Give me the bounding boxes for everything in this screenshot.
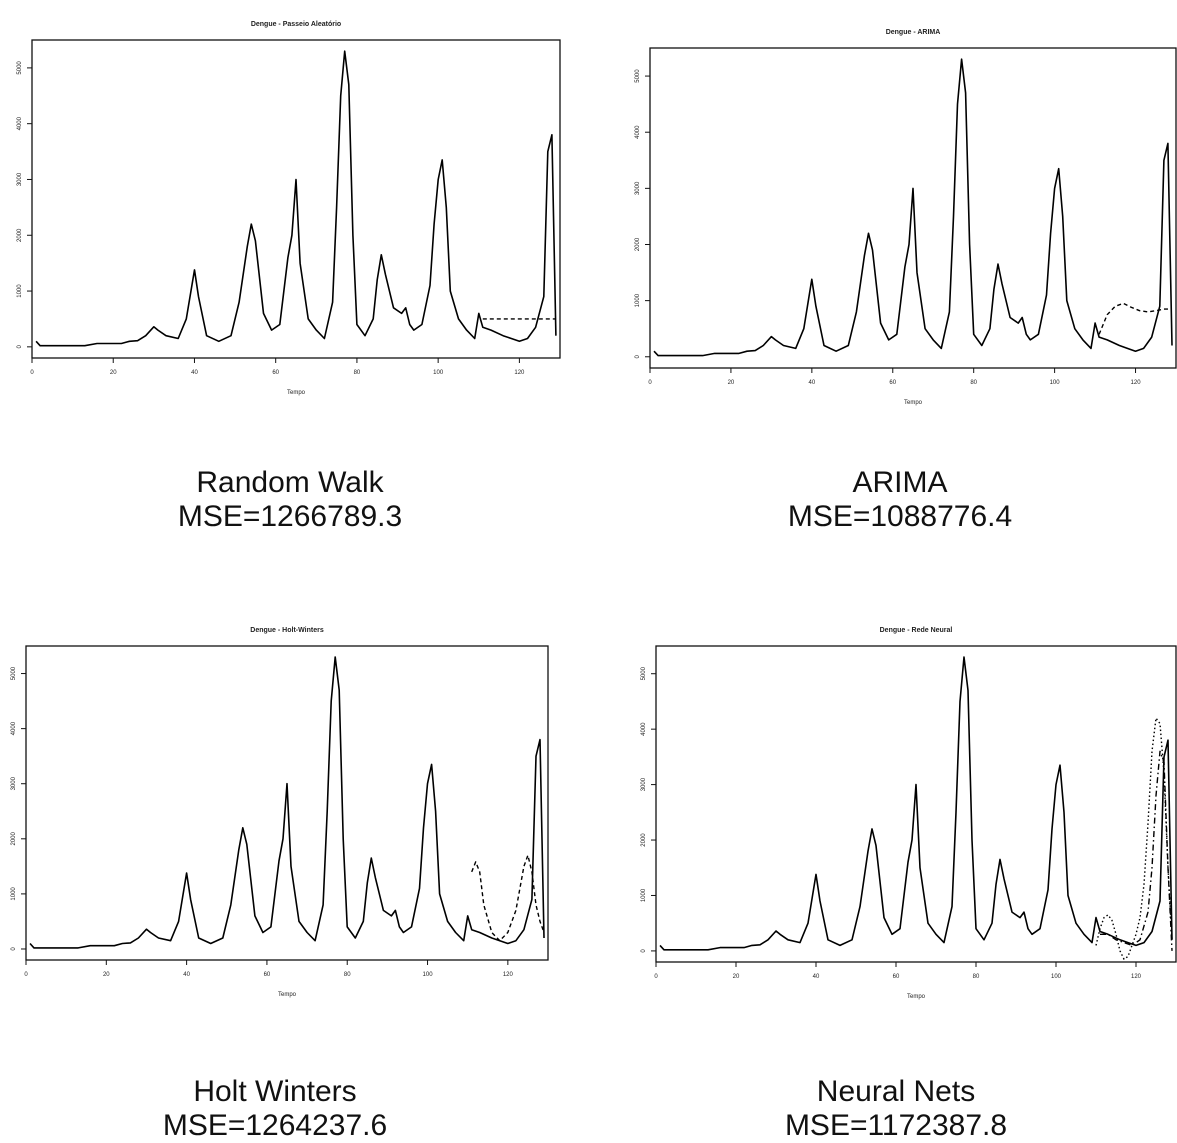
series-dashed-line xyxy=(471,854,545,942)
x-axis-label: Tempo xyxy=(278,992,297,998)
y-tick-label: 5000 xyxy=(641,666,647,680)
y-tick-label: 4000 xyxy=(17,116,23,130)
caption-arima: ARIMA MSE=1088776.4 xyxy=(580,466,1177,534)
y-tick-label: 1000 xyxy=(641,888,647,902)
chart-title: Dengue - Passeio Aleatório xyxy=(251,21,341,28)
plot-frame xyxy=(655,645,1177,963)
y-tick-label: 4000 xyxy=(635,125,641,139)
x-tick-label: 60 xyxy=(893,974,900,980)
x-tick-label: 0 xyxy=(654,974,658,980)
x-tick-label: 0 xyxy=(24,972,28,978)
y-tick-label: 5000 xyxy=(17,61,23,75)
y-tick-label: 1000 xyxy=(11,887,17,901)
x-tick-label: 40 xyxy=(813,974,820,980)
y-tick-label: 2000 xyxy=(635,237,641,251)
series-solid-line xyxy=(659,656,1173,951)
series-dashed-line xyxy=(1098,302,1172,335)
y-tick-label: 4000 xyxy=(641,722,647,736)
chart-panel-neural-nets: Dengue - Rede Neural 0 20 40 60 80 100 120 0 1000… xyxy=(580,610,1177,1142)
x-axis-label: Tempo xyxy=(904,400,923,406)
x-tick-label: 60 xyxy=(264,972,271,978)
caption-model-name: Neural Nets xyxy=(816,1075,976,1108)
chart-panel-holt-winters: Dengue - Holt-Winters 0 20 40 60 80 100 120 0 100… xyxy=(0,610,580,1142)
x-tick-label: 80 xyxy=(354,370,361,376)
x-tick-label: 60 xyxy=(889,380,896,386)
chart-holt-winters: Dengue - Holt-Winters 0 20 40 60 80 100 120 0 100… xyxy=(11,627,549,998)
y-tick-label: 0 xyxy=(635,354,641,358)
series-solid-line xyxy=(653,58,1173,357)
x-tick-label: 40 xyxy=(191,370,198,376)
x-tick-label: 0 xyxy=(648,380,652,386)
series-solid-line xyxy=(29,656,545,949)
chart-panel-arima: Dengue - ARIMA 0 20 40 60 80 100 120 0 1000 2000 30… xyxy=(580,0,1177,560)
y-tick-label: 3000 xyxy=(17,172,23,186)
y-tick-label: 5000 xyxy=(11,666,17,680)
x-tick-label: 100 xyxy=(423,972,434,978)
x-axis-label: Tempo xyxy=(907,994,926,1000)
y-tick-label: 2000 xyxy=(17,228,23,242)
x-tick-label: 100 xyxy=(1050,380,1061,386)
caption-mse-value: MSE=1088776.4 xyxy=(787,500,1013,533)
y-tick-label: 3000 xyxy=(11,776,17,790)
caption-holt-winters: Holt Winters MSE=1264237.6 xyxy=(0,1075,550,1143)
x-tick-label: 120 xyxy=(1131,380,1142,386)
chart-title: Dengue - ARIMA xyxy=(886,29,941,36)
x-tick-label: 100 xyxy=(1051,974,1062,980)
y-tick-label: 2000 xyxy=(641,833,647,847)
x-tick-label: 20 xyxy=(103,972,110,978)
x-tick-label: 120 xyxy=(514,370,525,376)
caption-model-name: Random Walk xyxy=(196,466,384,499)
x-tick-label: 100 xyxy=(433,370,444,376)
y-tick-label: 5000 xyxy=(635,69,641,83)
chart-random-walk: Dengue - Passeio Aleatório 0 20 40 60 80 100 12… xyxy=(17,21,561,396)
y-tick-label: 4000 xyxy=(11,721,17,735)
chart-neural-nets: Dengue - Rede Neural 0 20 40 60 80 100 120 0 1000… xyxy=(641,627,1177,1000)
series-dashdot-line xyxy=(1100,750,1173,951)
x-tick-label: 80 xyxy=(970,380,977,386)
y-tick-label: 3000 xyxy=(635,181,641,195)
y-tick-label: 0 xyxy=(11,947,17,951)
x-axis-label: Tempo xyxy=(287,390,306,396)
caption-random-walk: Random Walk MSE=1266789.3 xyxy=(0,466,580,534)
y-tick-label: 0 xyxy=(17,345,23,349)
caption-mse-value: MSE=1266789.3 xyxy=(177,500,403,533)
plot-frame xyxy=(31,39,561,359)
y-tick-label: 1000 xyxy=(635,293,641,307)
chart-title: Dengue - Rede Neural xyxy=(880,627,953,634)
caption-mse-value: MSE=1264237.6 xyxy=(162,1109,388,1142)
x-tick-label: 20 xyxy=(733,974,740,980)
plot-frame xyxy=(649,47,1177,369)
chart-panel-random-walk: Dengue - Passeio Aleatório 0 20 40 60 80 100 12… xyxy=(0,0,580,560)
x-tick-label: 40 xyxy=(809,380,816,386)
y-tick-label: 0 xyxy=(641,949,647,953)
caption-model-name: Holt Winters xyxy=(193,1075,357,1108)
caption-mse-value: MSE=1172387.8 xyxy=(784,1109,1008,1142)
caption-neural-nets: Neural Nets MSE=1172387.8 xyxy=(580,1075,1177,1143)
x-tick-label: 40 xyxy=(183,972,190,978)
series-solid-line xyxy=(35,50,557,347)
x-tick-label: 120 xyxy=(503,972,514,978)
x-tick-label: 80 xyxy=(973,974,980,980)
y-tick-label: 2000 xyxy=(11,831,17,845)
x-tick-label: 120 xyxy=(1131,974,1142,980)
chart-arima: Dengue - ARIMA 0 20 40 60 80 100 120 0 1000 2000 30… xyxy=(635,29,1177,406)
x-tick-label: 20 xyxy=(110,370,117,376)
x-tick-label: 0 xyxy=(30,370,34,376)
y-tick-label: 1000 xyxy=(17,284,23,298)
x-tick-label: 60 xyxy=(272,370,279,376)
y-tick-label: 3000 xyxy=(641,777,647,791)
x-tick-label: 80 xyxy=(344,972,351,978)
x-tick-label: 20 xyxy=(728,380,735,386)
series-dotted-line xyxy=(1095,717,1173,960)
caption-model-name: ARIMA xyxy=(852,466,948,499)
chart-title: Dengue - Holt-Winters xyxy=(250,627,324,634)
plot-frame xyxy=(25,645,549,961)
